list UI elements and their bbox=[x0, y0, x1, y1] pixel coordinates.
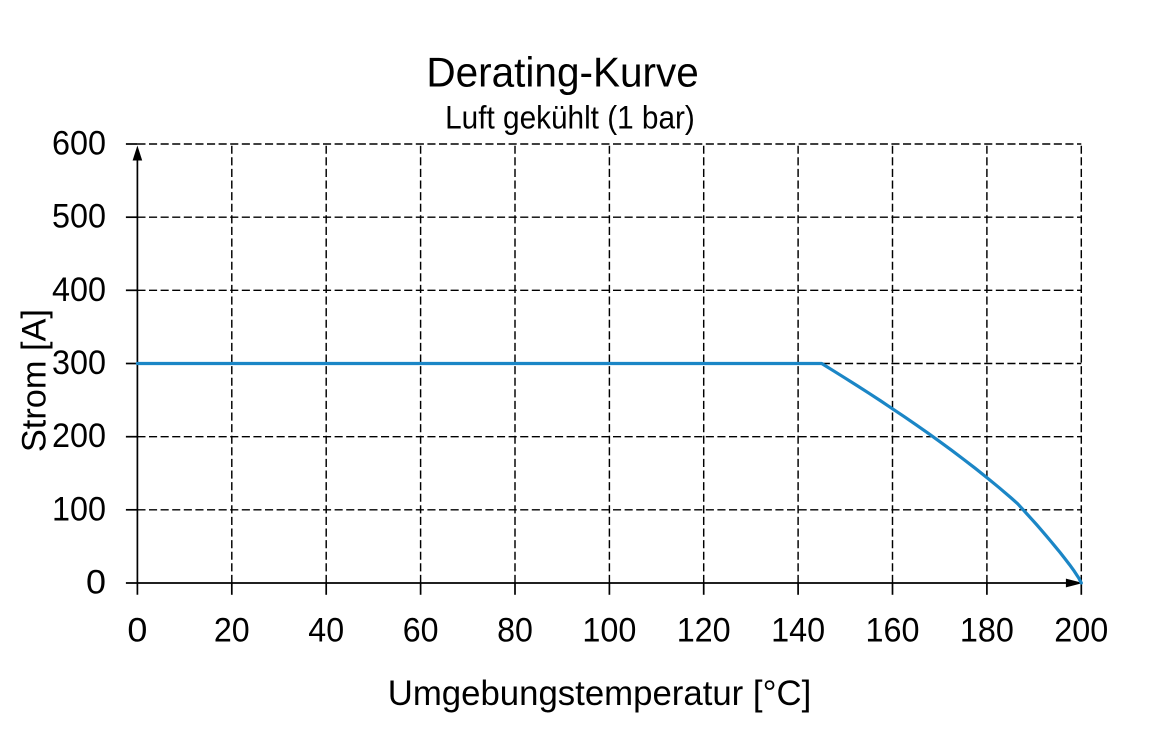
svg-text:300: 300 bbox=[52, 344, 106, 382]
svg-text:Derating-Kurve: Derating-Kurve bbox=[426, 49, 699, 96]
svg-text:200: 200 bbox=[52, 417, 106, 455]
svg-text:Strom [A]: Strom [A] bbox=[16, 309, 54, 452]
svg-text:Umgebungstemperatur [°C]: Umgebungstemperatur [°C] bbox=[388, 674, 812, 713]
svg-text:20: 20 bbox=[214, 612, 250, 650]
svg-text:Luft gekühlt (1 bar): Luft gekühlt (1 bar) bbox=[445, 100, 695, 136]
svg-text:400: 400 bbox=[52, 271, 106, 309]
svg-text:160: 160 bbox=[866, 612, 920, 650]
svg-text:120: 120 bbox=[677, 612, 731, 650]
svg-text:140: 140 bbox=[771, 612, 825, 650]
svg-text:0: 0 bbox=[86, 564, 106, 602]
svg-text:600: 600 bbox=[52, 125, 106, 163]
svg-text:0: 0 bbox=[127, 612, 147, 650]
svg-text:80: 80 bbox=[497, 612, 533, 650]
svg-text:100: 100 bbox=[582, 612, 636, 650]
svg-text:40: 40 bbox=[308, 612, 344, 650]
svg-text:500: 500 bbox=[52, 198, 106, 236]
svg-text:100: 100 bbox=[52, 490, 106, 528]
svg-text:180: 180 bbox=[960, 612, 1014, 650]
svg-text:200: 200 bbox=[1054, 612, 1108, 650]
svg-text:60: 60 bbox=[403, 612, 439, 650]
